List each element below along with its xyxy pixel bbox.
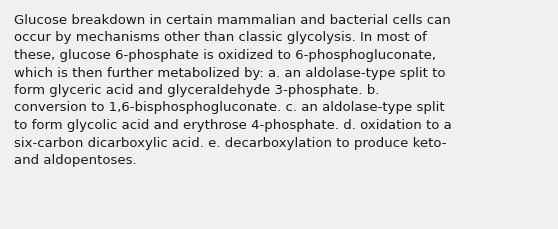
Text: Glucose breakdown in certain mammalian and bacterial cells can
occur by mechanis: Glucose breakdown in certain mammalian a…	[14, 14, 452, 166]
